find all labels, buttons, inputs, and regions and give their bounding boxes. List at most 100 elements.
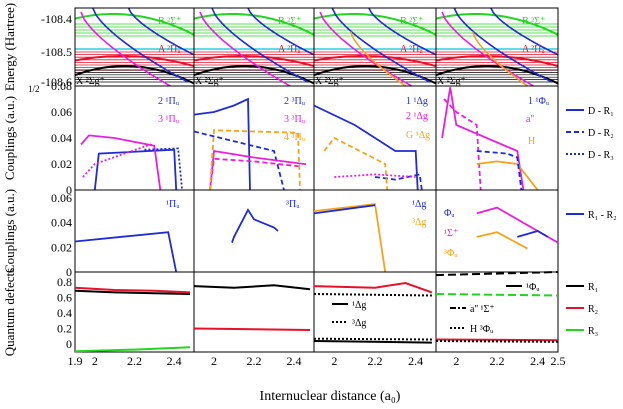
x-tick-label: 2.4 [287, 354, 302, 368]
x-tick-label: 2.2 [127, 354, 142, 368]
energy-tick-label: -108.5 [41, 45, 72, 59]
x-tick-label: 2.2 [247, 354, 262, 368]
panel-frame [74, 271, 195, 353]
d-r1-curve [314, 104, 419, 190]
d-r1-magenta [80, 134, 162, 190]
energy-tick-label: -108.4 [41, 12, 72, 26]
a-state-label: A ²Πᵤ [278, 44, 301, 55]
coupling2-tick-label: 0.06 [51, 191, 72, 205]
b-state-curve [436, 13, 558, 36]
coupling2-tick-label: 0.02 [51, 240, 72, 254]
legend-label: R₂ [588, 304, 598, 315]
d-r1-magenta [441, 87, 525, 190]
x-state-label: X ²Σg⁺ [437, 76, 466, 87]
x-state-label: X ²Σg⁺ [195, 76, 224, 87]
defects-tick-label: 0 [66, 337, 72, 351]
legend-label: a'' ¹Σ⁺ [470, 304, 495, 315]
sym-label: H [528, 136, 535, 147]
sym-label: ³Φᵤ [444, 248, 458, 259]
r2-defect [74, 286, 191, 294]
crossing-curve [92, 8, 189, 83]
d-r2-curve [194, 130, 285, 190]
sym-label: 2 ¹Πᵤ [158, 96, 180, 107]
d-r2-magenta [443, 98, 482, 190]
crossing-curve [490, 8, 558, 56]
sym-label: ³Πᵤ [286, 199, 300, 210]
panel-frame [435, 271, 559, 353]
sym-label: 2 ¹Δg [406, 111, 428, 122]
r3-defect-dashed [435, 293, 559, 297]
x-tick-label: 1.9 [68, 354, 83, 368]
row-ylabel: Energy (Hartree) [2, 3, 17, 91]
legend-label: R₃ [588, 326, 598, 337]
coupling2-tick-label: 0 [66, 265, 72, 279]
crossing-curve [453, 8, 553, 83]
energy-tick-label: -108.6 [41, 75, 72, 89]
coupling-tick-label: 0.02 [51, 157, 72, 171]
a-state-label: A ²Πᵤ [158, 44, 181, 55]
defects-panel-4 [435, 271, 559, 353]
defects-panel-1 [74, 271, 195, 353]
sym-label: Φᵤ [444, 208, 455, 219]
d-r3-magenta [334, 173, 416, 178]
energy-panel-1 [74, 7, 195, 87]
r2-defect [193, 327, 311, 331]
legend-label: H ³Φᵤ [470, 324, 494, 335]
sym-label: ³Δg [412, 217, 426, 228]
sym-label: 1 ¹Φᵤ [528, 96, 550, 107]
d-r3-curve [144, 147, 183, 190]
energy-panel-3 [313, 7, 437, 87]
legend-label: D - R₂ [588, 128, 614, 139]
sym-label: 2 ³Πᵤ [284, 96, 306, 107]
legend-label: ³Δg [352, 318, 366, 329]
sym-label: 3 ³Πᵤ [284, 114, 306, 125]
d-r2-curve [476, 150, 523, 190]
sym-label: ¹Δg [412, 199, 426, 210]
legend-label: ¹Φᵤ [526, 282, 540, 293]
sym-label: ¹Πᵤ [166, 199, 180, 210]
b-state-label: B ²Σ⁺ [522, 16, 545, 27]
panel-frame [193, 271, 315, 353]
sym-label: 4 ³Πᵤ [284, 132, 306, 143]
x-tick-label: 2.5 [551, 354, 566, 368]
sym-label: a'' [526, 114, 534, 125]
crossing-curve [199, 11, 291, 86]
x-tick-label: 2 [211, 354, 217, 368]
b-state-curve [75, 13, 194, 36]
ylabel-superscript: 1/2 [28, 84, 40, 94]
a-state-label: A ²Πᵤ [522, 44, 545, 55]
crossing-curve [127, 8, 194, 56]
defects-tick-label: 0.4 [57, 306, 72, 320]
crossing-curve [349, 31, 406, 86]
defects-tick-label: 0.6 [57, 291, 72, 305]
crossing-curve [211, 8, 309, 83]
x-tick-label: 2 [331, 354, 337, 368]
r1-defect-low [313, 340, 432, 344]
defects-tick-label: 0.2 [57, 322, 72, 336]
r1-r2-curve [74, 231, 178, 273]
legend-label: R₁ [588, 282, 598, 293]
x-tick-label: 2.4 [408, 354, 423, 368]
d-r1-orange [476, 160, 539, 190]
legend-label: D - R₁ [588, 106, 614, 117]
row-ylabel: Quantum defects [2, 268, 17, 356]
r2-defect [435, 338, 559, 342]
coupling-tick-label: 0.04 [51, 131, 72, 145]
coupling-tick-label: 0.06 [51, 105, 72, 119]
b-state-label: B ²Σ⁺ [400, 16, 423, 27]
r1-defect-dashed [435, 271, 559, 277]
x-state-label: X ²Σg⁺ [315, 76, 344, 87]
sym-label: ¹Σ⁺ [444, 228, 458, 239]
r2-defect [313, 281, 433, 294]
r3-defect [74, 346, 191, 353]
r1-r2-curve [517, 230, 549, 238]
d-r3-magenta [82, 143, 155, 178]
sym-label: 1 ¹Δg [406, 96, 428, 107]
h-defect [435, 340, 559, 343]
row-ylabel: Couplings (a.u.) [2, 189, 17, 273]
b-state-label: B ²Σ⁺ [278, 16, 301, 27]
r1-defect [193, 284, 311, 291]
r1-r2-orange [476, 231, 528, 250]
d-r2-orange [323, 136, 389, 190]
